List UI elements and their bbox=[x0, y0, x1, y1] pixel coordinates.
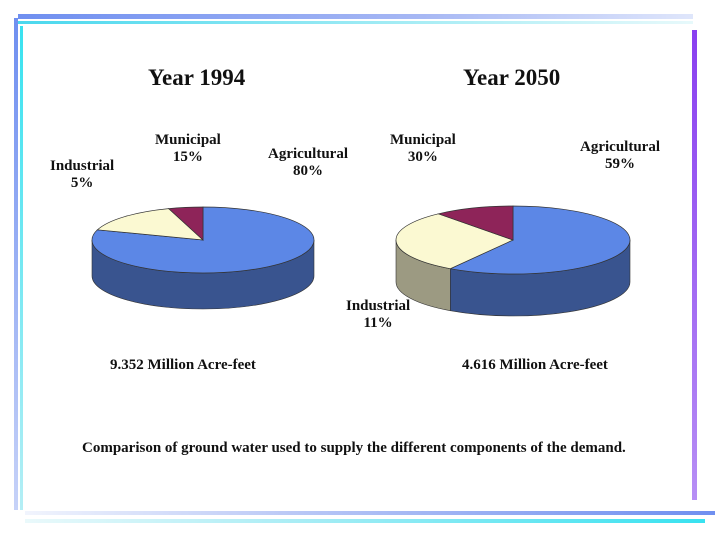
chart-2050-label-agricultural: Agricultural 59% bbox=[580, 139, 660, 172]
frame-bottom-bar bbox=[25, 511, 715, 515]
frame-top-bar-cyan bbox=[18, 21, 693, 24]
slide-caption: Comparison of ground water used to suppl… bbox=[82, 440, 626, 456]
chart-2050-industrial-value: 11% bbox=[363, 314, 393, 331]
chart-1994-label-agricultural: Agricultural 80% bbox=[268, 146, 348, 179]
chart-1994-municipal-name: Municipal bbox=[155, 132, 221, 148]
chart-2050-agricultural-name: Agricultural bbox=[580, 139, 660, 155]
pie-2050-slice-municipal bbox=[395, 213, 514, 270]
chart-1994-label-municipal: Municipal 15% bbox=[155, 132, 221, 165]
frame-left-bar bbox=[14, 18, 18, 510]
frame-top-bar bbox=[18, 14, 693, 19]
pie-chart-1994 bbox=[91, 206, 315, 310]
chart-2050-municipal-name: Municipal bbox=[390, 132, 456, 148]
chart-2050-municipal-value: 30% bbox=[407, 148, 438, 165]
chart-1994-municipal-value: 15% bbox=[172, 148, 203, 165]
chart-2050-title: Year 2050 bbox=[463, 65, 561, 90]
chart-2050-agricultural-value: 59% bbox=[605, 155, 635, 172]
chart-2050-label-municipal: Municipal 30% bbox=[390, 132, 456, 165]
chart-1994-industrial-name: Industrial bbox=[50, 158, 115, 174]
pie-chart-2050 bbox=[395, 205, 631, 317]
chart-1994-title: Year 1994 bbox=[148, 65, 246, 90]
chart-1994-industrial-value: 5% bbox=[70, 174, 94, 191]
chart-1994-total: 9.352 Million Acre-feet bbox=[110, 357, 256, 373]
frame-right-bar bbox=[692, 30, 697, 500]
chart-1994-label-industrial: Industrial 5% bbox=[50, 158, 114, 191]
pie-2050-slice-agricultural bbox=[449, 205, 631, 275]
pie-1994-slice-industrial bbox=[167, 206, 204, 241]
chart-2050-total: 4.616 Million Acre-feet bbox=[462, 357, 608, 373]
frame-left-bar-cyan bbox=[20, 26, 23, 510]
frame-bottom-bar-cyan bbox=[25, 519, 705, 523]
chart-2050-label-industrial: Industrial 11% bbox=[346, 298, 410, 331]
pie-1994-slice-municipal bbox=[96, 208, 205, 241]
chart-1994-agricultural-name: Agricultural bbox=[268, 146, 348, 162]
chart-1994-agricultural-value: 80% bbox=[293, 162, 323, 179]
chart-2050-industrial-name: Industrial bbox=[346, 298, 411, 314]
pie-2050-slice-industrial bbox=[437, 205, 514, 241]
